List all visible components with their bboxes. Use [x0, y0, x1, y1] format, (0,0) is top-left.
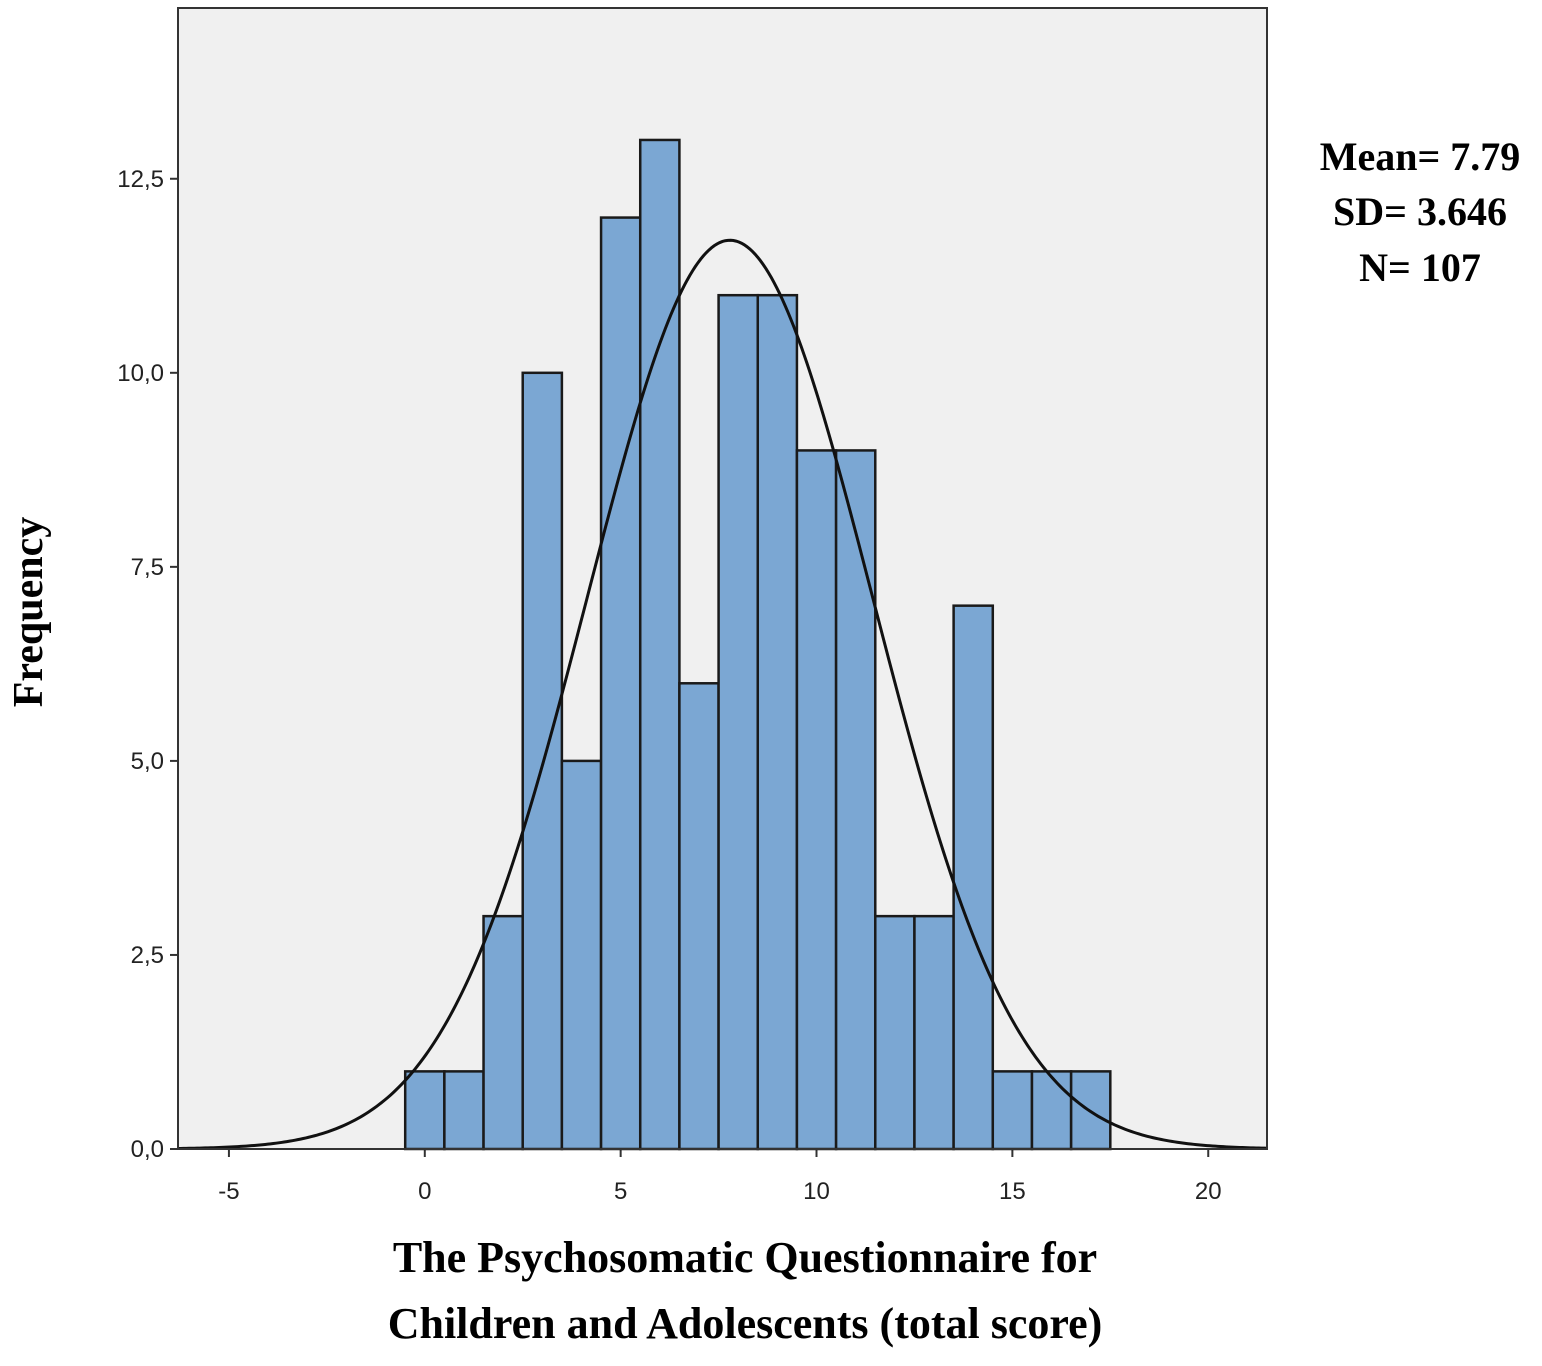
y-tick-label: 5,0: [131, 748, 164, 775]
y-tick-label: 10,0: [117, 360, 164, 387]
x-axis-ticks: -5 0 5 10 15 20: [218, 1149, 1222, 1205]
y-tick-label: 0,0: [131, 1136, 164, 1163]
histogram-bar: [638, 138, 681, 1151]
x-tick-label: 10: [803, 1178, 830, 1205]
histogram-bar: [991, 1070, 1034, 1151]
n-stat: N= 107: [1359, 245, 1481, 290]
histogram-bar: [1030, 1070, 1073, 1151]
histogram-bar: [403, 1070, 446, 1151]
histogram-bar: [795, 449, 838, 1151]
histogram-bar: [717, 293, 760, 1151]
histogram-bar: [913, 914, 955, 1151]
y-tick-label: 12,5: [117, 166, 164, 193]
mean-stat: Mean= 7.79: [1320, 134, 1521, 179]
y-tick-label: 7,5: [131, 554, 164, 581]
histogram-bar: [952, 604, 995, 1151]
y-axis-ticks: 0,0 2,5 5,0 7,5 10,0 12,5: [117, 166, 178, 1163]
x-tick-label: 5: [614, 1178, 627, 1205]
y-tick-label: 2,5: [131, 942, 164, 969]
histogram-bar: [560, 759, 603, 1151]
x-axis-label-line1: The Psychosomatic Questionnaire for: [393, 1233, 1097, 1282]
x-axis-label-line2: Children and Adolescents (total score): [388, 1299, 1103, 1348]
histogram-bar: [874, 914, 916, 1151]
histogram-bar: [1069, 1070, 1112, 1151]
histogram-bar: [834, 449, 877, 1151]
histogram-bars: [403, 138, 1112, 1151]
y-axis-label: Frequency: [6, 517, 52, 708]
x-tick-label: 15: [999, 1178, 1026, 1205]
histogram-bar: [443, 1070, 485, 1151]
histogram-bar: [678, 682, 720, 1151]
sd-stat: SD= 3.646: [1333, 189, 1507, 234]
plot-frame: [177, 7, 1268, 1150]
x-tick-label: 0: [418, 1178, 431, 1205]
histogram-bar: [756, 293, 799, 1151]
histogram-bar: [599, 216, 642, 1151]
x-tick-label: -5: [218, 1178, 239, 1205]
x-tick-label: 20: [1195, 1178, 1222, 1205]
histogram-bar: [482, 914, 524, 1151]
normal-curve: [177, 238, 1268, 1150]
